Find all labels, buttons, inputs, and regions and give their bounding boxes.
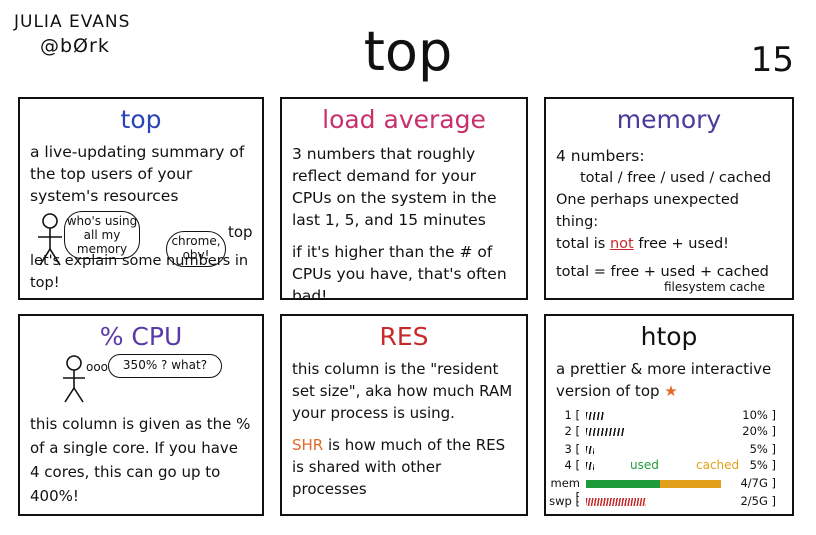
panel-cpu-title: % CPU [99,322,183,351]
htop-body-text: a prettier & more interactive version of… [556,360,772,400]
page-number: 15 [750,40,794,80]
htop-meter-value: 2/5G ] [740,494,776,508]
htop-meter-row: 1 [ 10% ] [546,408,786,424]
htop-meter-value: 5% ] [749,442,776,456]
panel-top: top a live-updating summary of the top u… [18,97,264,300]
memory-not-word: not [609,236,634,252]
stick-figure-confused-icon [63,355,85,403]
memory-note: filesystem cache [664,280,766,294]
panel-load-title: load average [322,105,486,134]
panel-load-body-1: 3 numbers that roughly reflect demand fo… [292,145,497,229]
panel-res-title: RES [379,322,429,351]
author-block: JULIA EVANS @bØrk [14,10,130,58]
htop-meter-row: mem [ 4/7G ] [546,476,786,504]
panel-htop-title: htop [640,322,698,351]
memory-line-4: total is not free + used! [546,233,792,255]
htop-meter-row: 3 [ 5% ] [546,442,786,458]
author-handle: @bØrk [40,35,110,57]
panel-top-title: top [120,105,162,134]
htop-meter-label: 3 [ [564,442,580,456]
memory-line-3: One perhaps unexpected thing: [556,192,739,230]
panel-htop-body: a prettier & more interactive version of… [546,358,792,402]
panel-cpu-body: this column is given as the % of a singl… [30,415,251,505]
stick-figure-icon [38,213,62,266]
top-tag: top [228,223,253,241]
author-name: JULIA EVANS [14,12,131,32]
panel-top-body: a live-updating summary of the top users… [30,143,245,205]
panel-top-footer: let's explain some numbers in top! [30,253,249,291]
htop-meter-fill [586,498,646,506]
htop-meter-label: mem [ [550,476,580,504]
htop-meter-row: swp [ 2/5G ] [546,494,786,510]
res-body-2-text: is how much of the RES is shared with ot… [292,436,506,498]
htop-used-label: used [630,458,659,472]
shr-word: SHR [292,436,324,454]
memory-line-5: total = free + used + cached [556,264,769,280]
memory-line-1: 4 numbers: [556,147,645,165]
htop-meter-value: 20% ] [742,424,776,438]
panel-res-body-1: this column is the "resident set size", … [292,360,513,422]
panel-memory-title: memory [616,105,722,134]
star-icon: ★ [664,382,678,400]
htop-meter-row: 4 [ 5% ] [546,458,786,474]
htop-meter-value: 10% ] [742,408,776,422]
panel-cpu: % CPU ooo 350% ? what? this column is gi… [18,314,264,516]
htop-meter-fill [586,480,721,488]
htop-meter-list: 1 [ 10% ] 2 [ 20% ] 3 [ 5% ] 4 [ 5% ] mem [ 4/7G … [546,408,792,512]
thought-bubble-350: 350% ? what? [108,354,222,378]
think-dots: ooo [86,360,109,374]
memory-line-4b: free + used! [638,236,729,252]
speech-bubble-memory: who's using all my memory [64,211,140,259]
htop-meter-label: 2 [ [564,424,580,438]
htop-meter-fill [586,446,594,454]
htop-meter-label: 1 [ [564,408,580,422]
memory-line-4a: total is [556,236,606,252]
memory-line-2: total / free / used / cached [580,170,772,186]
htop-meter-fill [586,428,624,436]
panel-res-body-2: SHR is how much of the RES is shared wit… [282,434,526,500]
htop-meter-value: 4/7G ] [740,476,776,490]
htop-meter-label: 4 [ [564,458,580,472]
htop-meter-fill [586,412,604,420]
panel-memory: memory 4 numbers: total / free / used / … [544,97,794,300]
panel-res: RES this column is the "resident set siz… [280,314,528,516]
panel-htop: htop a prettier & more interactive versi… [544,314,794,516]
htop-cached-label: cached [696,458,740,472]
htop-meter-fill [586,462,594,470]
panel-load-average: load average 3 numbers that roughly refl… [280,97,528,300]
speech-bubble-chrome: chrome, obv! [166,231,226,267]
page-title: top [363,20,453,83]
htop-meter-value: 5% ] [749,458,776,472]
htop-meter-row: 2 [ 20% ] [546,424,786,440]
panel-load-body-2: if it's higher than the # of CPUs you ha… [292,243,507,300]
htop-meter-label: swp [ [549,494,580,508]
